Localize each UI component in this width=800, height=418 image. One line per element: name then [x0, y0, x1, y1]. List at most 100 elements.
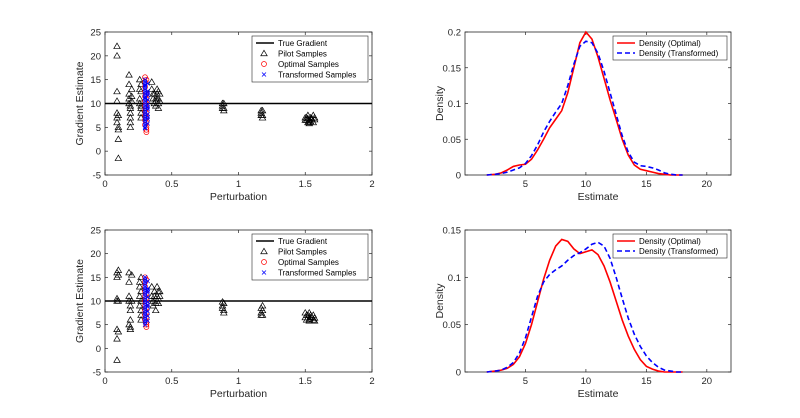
y-tick-label: 0.2: [448, 28, 461, 39]
x-tick-label: 20: [702, 179, 713, 190]
legend-swatch-pilot: [260, 49, 268, 57]
transformed-sample-point: [145, 81, 151, 86]
y-tick-label: 0: [96, 344, 101, 355]
pilot-sample-point: [135, 282, 144, 290]
pilot-sample-point: [113, 51, 121, 59]
pilot-sample-point: [114, 123, 123, 130]
pilot-sample-point: [126, 306, 135, 314]
x-tick-label: 10: [581, 376, 592, 387]
y-tick-label: 0: [96, 147, 101, 158]
pilot-sample-point: [113, 87, 121, 95]
legend-label: True Gradient: [278, 237, 328, 246]
y-tick-label: 10: [90, 99, 101, 110]
transformed-sample-point: [145, 121, 151, 126]
pilot-sample-point: [125, 80, 133, 88]
pilot-sample-point: [258, 311, 267, 318]
x-axis-label: Estimate: [578, 191, 619, 203]
y-tick-label: 15: [90, 273, 101, 284]
pilot-sample-point: [155, 287, 164, 295]
x-tick-label: 2: [369, 179, 374, 190]
pilot-sample-point: [155, 292, 164, 299]
x-axis-label: Estimate: [578, 388, 619, 400]
legend: Density (Optimal)Density (Transformed): [612, 233, 728, 259]
transformed-sample-point: [145, 278, 151, 284]
panel-scatter-top: 0 0.5 1 1.5 2-50510152025PerturbationGradien…: [74, 28, 375, 204]
pilot-sample-point: [147, 78, 156, 85]
pilot-sample-point: [126, 323, 135, 330]
pilot-sample-point: [258, 306, 267, 314]
pilot-sample-point: [135, 75, 144, 83]
pilot-sample-point: [127, 297, 136, 304]
pilot-sample-point: [113, 334, 121, 342]
transformed-sample-point: [145, 302, 151, 308]
y-axis-label: Gradient Estimate: [74, 259, 86, 343]
pilot-sample-point: [154, 104, 163, 111]
transformed-sample-point: [145, 105, 151, 110]
y-axis-label: Density: [434, 85, 446, 121]
pilot-sample-point: [310, 314, 319, 321]
pilot-sample-point: [127, 97, 136, 104]
transformed-sample-point: [145, 97, 151, 102]
pilot-sample-point: [220, 308, 228, 316]
pilot-sample-point: [113, 42, 121, 49]
y-tick-label: 5: [96, 320, 101, 331]
legend-label: Pilot Samples: [278, 50, 327, 59]
pilot-sample-point: [113, 97, 121, 104]
transformed-sample-point: [145, 318, 151, 324]
panel-density-bottom: 5 10 15 20 0 0.05 0.1 0.15 Estimate Density Densit…: [434, 226, 732, 400]
pilot-sample-point: [154, 299, 163, 306]
density-transformed-line: [486, 40, 683, 176]
pilot-sample-point: [151, 306, 160, 314]
y-tick-label: 0.05: [443, 135, 462, 146]
pilot-sample-point: [310, 113, 319, 121]
transformed-sample-point: [145, 288, 151, 293]
y-tick-label: 0: [456, 368, 461, 379]
legend-label: Transformed Samples: [278, 269, 356, 278]
y-axis-label: Gradient Estimate: [74, 61, 86, 145]
pilot-sample-point: [137, 80, 145, 88]
x-tick-label: 0: [102, 179, 107, 190]
pilot-sample-point: [149, 301, 157, 309]
pilot-sample-point: [126, 301, 135, 309]
pilot-sample-point: [127, 85, 136, 92]
transformed-sample-point: [145, 313, 151, 319]
pilot-sample-point: [220, 104, 228, 111]
y-axis-label: Density: [434, 283, 446, 319]
legend-label: True Gradient: [278, 39, 328, 48]
pilot-sample-point: [304, 111, 312, 119]
pilot-sample-point: [114, 297, 123, 304]
x-tick-label: 1: [236, 179, 241, 190]
transformed-sample-point: [142, 126, 148, 131]
legend-swatch-optimal: [261, 61, 267, 67]
legend-label: Optimal Samples: [278, 60, 339, 69]
pilot-sample-point: [126, 123, 135, 130]
legend-swatch-transformed: [261, 72, 267, 77]
legend-label: Pilot Samples: [278, 248, 327, 257]
pilot-sample-point: [113, 356, 121, 363]
pilot-sample-point: [218, 298, 227, 305]
pilot-sample-point: [113, 118, 121, 126]
pilot-sample-point: [153, 282, 161, 290]
transformed-sample-point: [142, 322, 148, 327]
pilot-sample-point: [155, 90, 164, 97]
pilot-sample-point: [126, 316, 135, 323]
pilot-sample-point: [114, 271, 123, 278]
panel-scatter-bottom: 0 0.5 1 1.5 2-50510152025PerturbationGradien…: [74, 226, 375, 401]
legend-label: Density (Transformed): [639, 49, 719, 58]
y-tick-label: 10: [90, 297, 101, 308]
y-tick-label: 0.15: [443, 226, 462, 237]
x-tick-label: 1.5: [299, 376, 312, 387]
x-tick-label: 10: [581, 179, 592, 190]
density-optimal-line: [486, 30, 683, 176]
pilot-sample-point: [220, 299, 228, 306]
pilot-sample-point: [125, 278, 133, 285]
pilot-sample-point: [147, 85, 156, 92]
y-tick-label: 25: [90, 28, 101, 39]
transformed-sample-point: [145, 88, 151, 94]
pilot-sample-point: [149, 297, 157, 304]
pilot-sample-point: [258, 111, 267, 119]
y-tick-label: 25: [90, 226, 101, 237]
y-tick-label: 0.15: [443, 63, 462, 74]
transformed-sample-point: [145, 114, 151, 120]
